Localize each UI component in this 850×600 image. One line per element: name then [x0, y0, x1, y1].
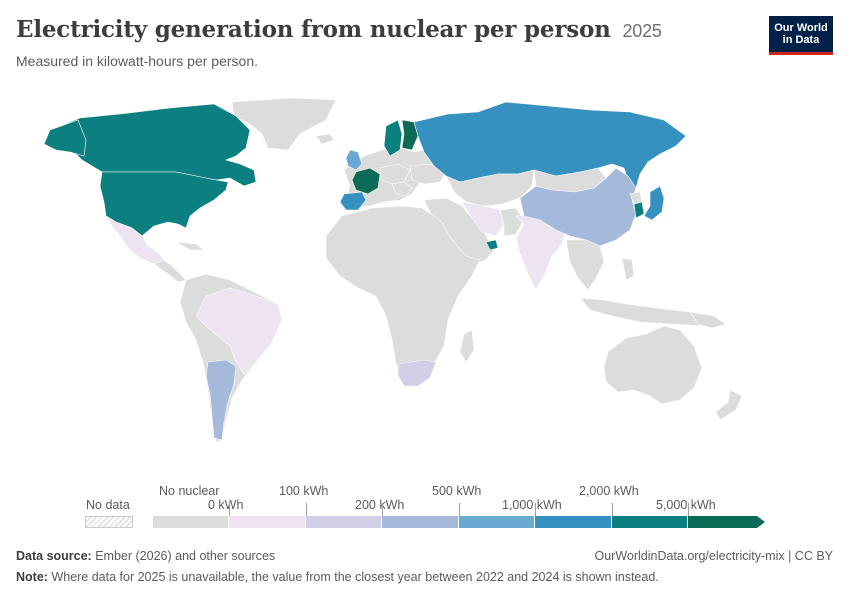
- region-philippines[interactable]: [621, 257, 635, 281]
- region-madagascar[interactable]: [459, 329, 475, 363]
- region-pakistan[interactable]: [499, 207, 525, 237]
- title-year: 2025: [622, 21, 662, 41]
- legend-tick-200: [382, 503, 383, 516]
- legend-200-label: 200 kWh: [355, 498, 405, 512]
- legend-zero-label: 0 kWh: [208, 498, 244, 512]
- legend-swatch-5000-plus[interactable]: [688, 516, 758, 528]
- legend-no-data-label: No data: [86, 498, 130, 512]
- region-indonesia[interactable]: [579, 297, 713, 327]
- legend-swatch-2000-5000[interactable]: [612, 516, 688, 528]
- legend-swatch-no-nuclear[interactable]: [153, 516, 229, 528]
- legend-tick-zero: [229, 503, 230, 516]
- legend-100-label: 100 kWh: [279, 484, 329, 498]
- legend-swatch-100-200[interactable]: [306, 516, 382, 528]
- data-source-label: Data source:: [16, 549, 92, 563]
- legend-swatch-500-1000[interactable]: [459, 516, 535, 528]
- region-japan[interactable]: [643, 185, 665, 221]
- region-papua[interactable]: [689, 311, 727, 329]
- region-new-zealand[interactable]: [715, 389, 743, 421]
- region-cuba[interactable]: [175, 241, 205, 251]
- region-australia[interactable]: [603, 325, 703, 405]
- region-iceland[interactable]: [315, 133, 335, 145]
- legend-swatch-0-100[interactable]: [229, 516, 306, 528]
- title-text: Electricity generation from nuclear per …: [16, 16, 611, 43]
- region-balkans[interactable]: [391, 181, 413, 197]
- region-sweden[interactable]: [383, 119, 403, 157]
- region-ukraine[interactable]: [409, 163, 447, 185]
- region-brazil[interactable]: [195, 287, 283, 375]
- region-alaska[interactable]: [43, 119, 87, 157]
- region-south-africa[interactable]: [397, 359, 437, 387]
- legend-tick-5000: [688, 503, 689, 516]
- region-china[interactable]: [519, 167, 637, 247]
- region-southeast-asia[interactable]: [565, 239, 605, 291]
- chart-subtitle: Measured in kilowatt-hours per person.: [16, 53, 259, 69]
- region-central-america[interactable]: [153, 259, 187, 283]
- legend-tick-100: [306, 503, 307, 516]
- region-france[interactable]: [351, 167, 381, 195]
- legend-tick-2000: [612, 503, 613, 516]
- region-iran[interactable]: [461, 201, 505, 237]
- chart-title: Electricity generation from nuclear per …: [16, 16, 662, 43]
- region-africa[interactable]: [325, 205, 481, 383]
- region-united-arab-emirates[interactable]: [485, 239, 499, 251]
- region-spain[interactable]: [339, 191, 367, 211]
- data-source: Data source: Ember (2026) and other sour…: [16, 549, 275, 563]
- chart-note: Note: Where data for 2025 is unavailable…: [16, 570, 659, 584]
- note-text: Where data for 2025 is unavailable, the …: [51, 570, 659, 584]
- legend-2000-label: 2,000 kWh: [579, 484, 639, 498]
- region-united-kingdom[interactable]: [345, 149, 363, 171]
- legend-5000-label: 5,000 kWh: [656, 498, 716, 512]
- legend-1000-label: 1,000 kWh: [502, 498, 562, 512]
- owid-logo[interactable]: Our World in Data: [769, 16, 833, 55]
- data-source-text: Ember (2026) and other sources: [95, 549, 276, 563]
- legend-tick-1000: [535, 503, 536, 516]
- legend-arrow-icon: [757, 516, 765, 528]
- region-central-asia[interactable]: [445, 169, 535, 207]
- legend-500-label: 500 kWh: [432, 484, 482, 498]
- region-north-korea[interactable]: [629, 191, 643, 205]
- source-url-link[interactable]: OurWorldinData.org/electricity-mix | CC …: [594, 549, 834, 563]
- region-greenland[interactable]: [231, 97, 337, 151]
- legend-no-data-swatch[interactable]: [85, 516, 133, 528]
- legend-no-nuclear-label: No nuclear: [159, 484, 220, 498]
- legend-tick-500: [459, 503, 460, 516]
- note-label: Note:: [16, 570, 48, 584]
- world-map: [43, 97, 743, 443]
- legend-swatch-1000-2000[interactable]: [535, 516, 612, 528]
- legend-swatch-200-500[interactable]: [382, 516, 459, 528]
- region-south-korea[interactable]: [633, 201, 645, 219]
- region-argentina[interactable]: [205, 359, 237, 441]
